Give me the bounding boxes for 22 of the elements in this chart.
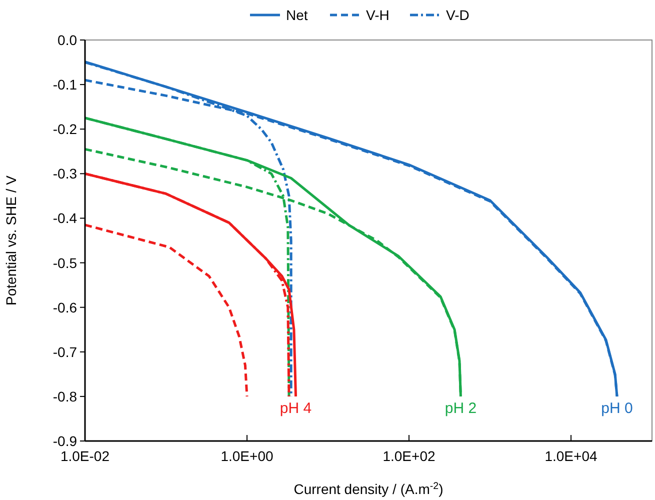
x-tick-label: 1.0E+04 <box>544 448 598 464</box>
x-tick-label: 1.0E-02 <box>60 448 110 464</box>
y-tick-label: 0.0 <box>58 32 78 48</box>
legend-label: V-H <box>366 7 390 23</box>
y-tick-label: -0.4 <box>52 210 78 226</box>
y-tick-label: -0.9 <box>52 433 78 449</box>
y-tick-label: -0.8 <box>52 388 78 404</box>
annotation: pH 0 <box>601 400 633 417</box>
x-tick-label: 1.0E+00 <box>220 448 274 464</box>
y-tick-label: -0.5 <box>52 254 78 271</box>
x-tick-label: 1.0E+02 <box>382 448 436 464</box>
annotation: pH 4 <box>280 400 312 417</box>
y-tick-label: -0.2 <box>52 121 78 138</box>
y-tick-label: -0.3 <box>52 166 78 182</box>
x-axis-title: Current density / (A.m$^{-2}$) <box>294 480 444 497</box>
y-tick-label: -0.6 <box>52 299 78 316</box>
y-tick-label: -0.7 <box>52 344 78 360</box>
y-axis-title: Potential vs. SHE / V <box>3 174 19 306</box>
legend-label: Net <box>286 7 308 23</box>
annotation: pH 2 <box>444 400 477 417</box>
legend-label: V-D <box>446 7 470 23</box>
y-tick-label: -0.1 <box>52 76 78 93</box>
